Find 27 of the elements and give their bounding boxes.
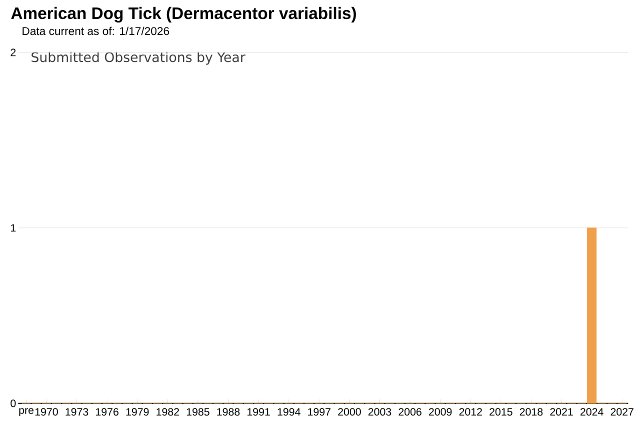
chart-subtitle: Data current as of: 1/17/2026 [22, 26, 170, 36]
y-tick-label: 0 [10, 400, 16, 408]
x-tick-label: 1985 [186, 408, 210, 416]
x-tick-label: 2015 [490, 408, 512, 416]
y-tick-label: 1 [11, 224, 16, 232]
x-tick-label: pre [19, 408, 34, 416]
x-tick-label: 2009 [429, 408, 452, 416]
x-tick-label: 1970 [35, 408, 58, 416]
x-tick-label: 2000 [338, 408, 361, 416]
x-tick-label: 1982 [156, 408, 179, 416]
x-tick-label: 1991 [247, 408, 270, 416]
chart-title: American Dog Tick (Dermacentor variabilis) [11, 6, 356, 23]
x-tick-label: 1994 [278, 408, 300, 416]
annotation: Submitted Observations by Year [32, 52, 246, 65]
x-tick-label: 1979 [126, 408, 149, 416]
x-tick-label: 1988 [217, 408, 240, 416]
x-tick-label: 2018 [520, 408, 543, 416]
x-tick-label: 1976 [96, 408, 118, 416]
x-tick-label: 2024 [580, 408, 604, 416]
x-tick-label: 2027 [610, 408, 634, 416]
x-tick-label: 2006 [398, 408, 422, 416]
x-tick-label: 2021 [550, 408, 573, 416]
x-tick-label: 1973 [66, 408, 88, 416]
x-tick-label: 2012 [459, 408, 482, 416]
y-tick-label: 2 [10, 48, 16, 56]
x-tick-label: 1997 [308, 408, 330, 416]
x-tick-label: 2003 [368, 408, 392, 416]
